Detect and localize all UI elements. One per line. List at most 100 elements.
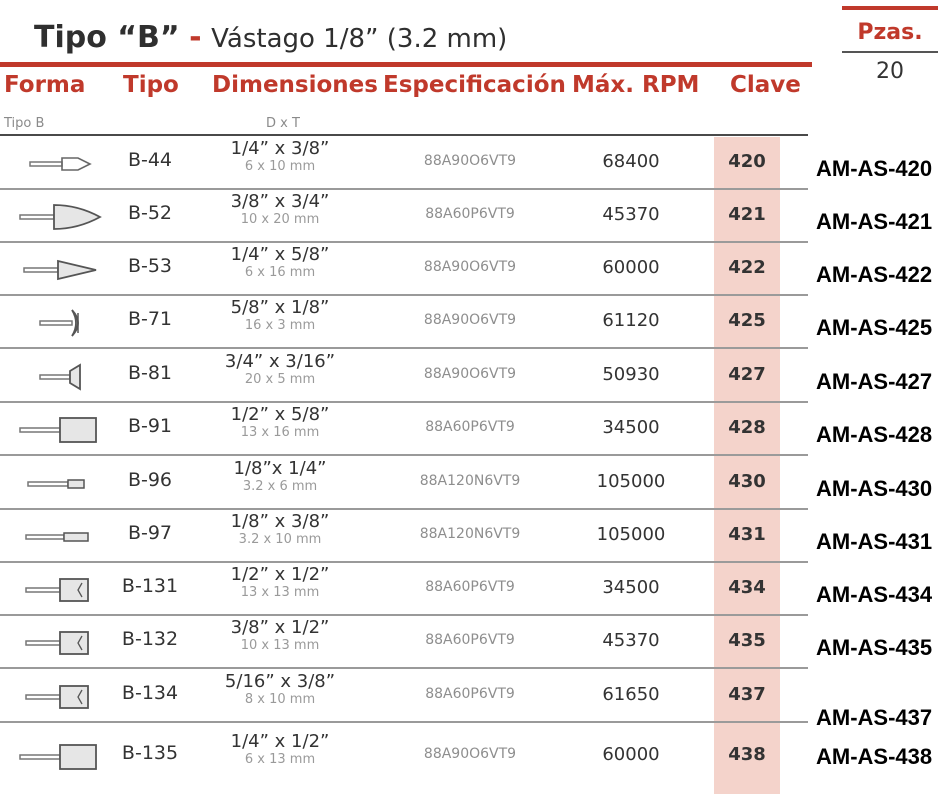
- rpm-cell: 60000: [602, 257, 660, 278]
- column-header-rpm: Máx. RPM: [572, 72, 700, 98]
- dimension-mm: 6 x 10 mm: [244, 159, 316, 174]
- column-header-clave: Clave: [730, 72, 801, 98]
- subheader-dimensions: D x T: [266, 116, 300, 131]
- clave-cell: 421: [728, 204, 766, 225]
- pieces-top-rule: [842, 6, 938, 10]
- row-separator: [0, 454, 808, 456]
- dimension-cell: 5/8” x 1/8” 16 x 3 mm: [205, 298, 355, 334]
- product-code: AM-AS-438: [816, 744, 933, 769]
- subheader-tipo: Tipo B: [4, 116, 45, 131]
- title-subtitle: Vástago 1/8” (3.2 mm): [211, 24, 508, 54]
- rpm-cell: 45370: [602, 204, 660, 225]
- row-separator: [0, 188, 808, 190]
- rpm-cell: 34500: [602, 577, 660, 598]
- table-row: B-97 1/8” x 3/8” 3.2 x 10 mm 88A120N6VT9 105…: [0, 510, 808, 563]
- tipo-cell: B-52: [127, 202, 173, 224]
- clave-cell: 430: [728, 471, 766, 492]
- dimension-mm: 13 x 13 mm: [240, 585, 320, 600]
- table-row: B-132 3/8” x 1/2” 10 x 13 mm 88A60P6VT9 4537…: [0, 616, 808, 669]
- specification-cell: 88A60P6VT9: [425, 419, 515, 435]
- dimension-mm: 6 x 13 mm: [244, 752, 316, 767]
- rpm-cell: 61120: [602, 310, 660, 331]
- dimension-mm: 3.2 x 6 mm: [242, 479, 318, 494]
- tipo-cell: B-96: [127, 469, 173, 491]
- tipo-cell: B-44: [127, 149, 173, 171]
- dimension-inches: 1/2” x 1/2”: [230, 564, 330, 585]
- dimension-cell: 1/2” x 5/8” 13 x 16 mm: [205, 405, 355, 441]
- product-code: AM-AS-422: [816, 262, 933, 287]
- tipo-cell: B-131: [121, 575, 179, 597]
- dimension-cell: 3/8” x 3/4” 10 x 20 mm: [205, 192, 355, 228]
- clave-cell: 427: [728, 364, 766, 385]
- pieces-box: Pzas. 20: [842, 6, 938, 84]
- cylinder-wheel-icon: [19, 744, 97, 770]
- dimension-mm: 10 x 20 mm: [240, 212, 320, 227]
- table-row: B-52 3/8” x 3/4” 10 x 20 mm 88A60P6VT9 45370…: [0, 190, 808, 243]
- pieces-divider: [842, 51, 938, 53]
- row-separator: [0, 614, 808, 616]
- specification-cell: 88A120N6VT9: [419, 473, 521, 489]
- product-code: AM-AS-420: [816, 156, 933, 181]
- dimension-inches: 3/8” x 3/4”: [230, 191, 330, 212]
- product-code: AM-AS-428: [816, 422, 933, 447]
- column-header-dimensiones: Dimensiones: [212, 72, 378, 98]
- specification-cell: 88A90O6VT9: [423, 746, 517, 762]
- rpm-cell: 68400: [602, 151, 660, 172]
- tipo-cell: B-91: [127, 415, 173, 437]
- tipo-cell: B-132: [121, 628, 179, 650]
- table-row: B-131 1/2” x 1/2” 13 x 13 mm 88A60P6VT9 3450…: [0, 563, 808, 616]
- product-code: AM-AS-430: [816, 476, 933, 501]
- dimension-cell: 1/4” x 1/2” 6 x 13 mm: [205, 732, 355, 768]
- dimension-mm: 3.2 x 10 mm: [238, 532, 322, 547]
- rpm-cell: 105000: [596, 471, 666, 492]
- cylinder-wheel-icon: [19, 417, 97, 443]
- table-row: B-53 1/4” x 5/8” 6 x 16 mm 88A90O6VT9 60000 4…: [0, 243, 808, 296]
- pieces-label: Pzas.: [857, 20, 923, 45]
- tipo-cell: B-134: [121, 682, 179, 704]
- row-separator: [0, 401, 808, 403]
- row-separator: [0, 347, 808, 349]
- table-row: B-71 5/8” x 1/8” 16 x 3 mm 88A90O6VT9 61120 4…: [0, 296, 808, 349]
- row-separator: [0, 721, 808, 723]
- dimension-inches: 5/8” x 1/8”: [230, 297, 330, 318]
- small-cylinder-wheel-icon: [27, 479, 85, 489]
- clave-cell: 438: [728, 744, 766, 765]
- rpm-cell: 34500: [602, 417, 660, 438]
- specification-cell: 88A120N6VT9: [419, 526, 521, 542]
- rpm-cell: 45370: [602, 630, 660, 651]
- header-bottom-rule: [0, 134, 808, 136]
- dimension-inches: 1/4” x 5/8”: [230, 244, 330, 265]
- dimension-cell: 1/4” x 3/8” 6 x 10 mm: [205, 139, 355, 175]
- specification-cell: 88A90O6VT9: [423, 366, 517, 382]
- dimension-inches: 1/8”x 1/4”: [233, 458, 327, 479]
- table-row: B-81 3/4” x 3/16” 20 x 5 mm 88A90O6VT9 50930…: [0, 350, 808, 403]
- square-wheel-icon: [25, 631, 89, 655]
- rpm-cell: 61650: [602, 684, 660, 705]
- clave-column-highlight: [714, 137, 780, 794]
- title-dash: -: [189, 20, 202, 55]
- dimension-mm: 13 x 16 mm: [240, 425, 320, 440]
- specification-cell: 88A60P6VT9: [425, 632, 515, 648]
- table-row: B-134 5/16” x 3/8” 8 x 10 mm 88A60P6VT9 6165…: [0, 670, 808, 723]
- dimension-inches: 3/4” x 3/16”: [224, 351, 336, 372]
- square-wheel-icon: [25, 578, 89, 602]
- clave-cell: 428: [728, 417, 766, 438]
- row-separator: [0, 241, 808, 243]
- column-header-especificacion: Especificación: [383, 72, 566, 98]
- slim-cylinder-wheel-icon: [25, 532, 89, 542]
- clave-cell: 437: [728, 684, 766, 705]
- rpm-cell: 60000: [602, 744, 660, 765]
- header-top-rule: [0, 62, 812, 67]
- table-row: B-91 1/2” x 5/8” 13 x 16 mm 88A60P6VT9 34500…: [0, 403, 808, 456]
- dimension-mm: 20 x 5 mm: [244, 372, 316, 387]
- tipo-cell: B-71: [127, 308, 173, 330]
- disc-wheel-icon: [39, 309, 79, 337]
- title-main: Tipo “B”: [34, 20, 180, 55]
- table-row: B-44 1/4” x 3/8” 6 x 10 mm 88A90O6VT9 68400 4…: [0, 137, 808, 190]
- page-title: Tipo “B” - Vástago 1/8” (3.2 mm): [34, 20, 507, 55]
- clave-cell: 435: [728, 630, 766, 651]
- dimension-inches: 1/4” x 3/8”: [230, 138, 330, 159]
- row-separator: [0, 561, 808, 563]
- dimension-inches: 3/8” x 1/2”: [230, 617, 330, 638]
- specification-cell: 88A90O6VT9: [423, 153, 517, 169]
